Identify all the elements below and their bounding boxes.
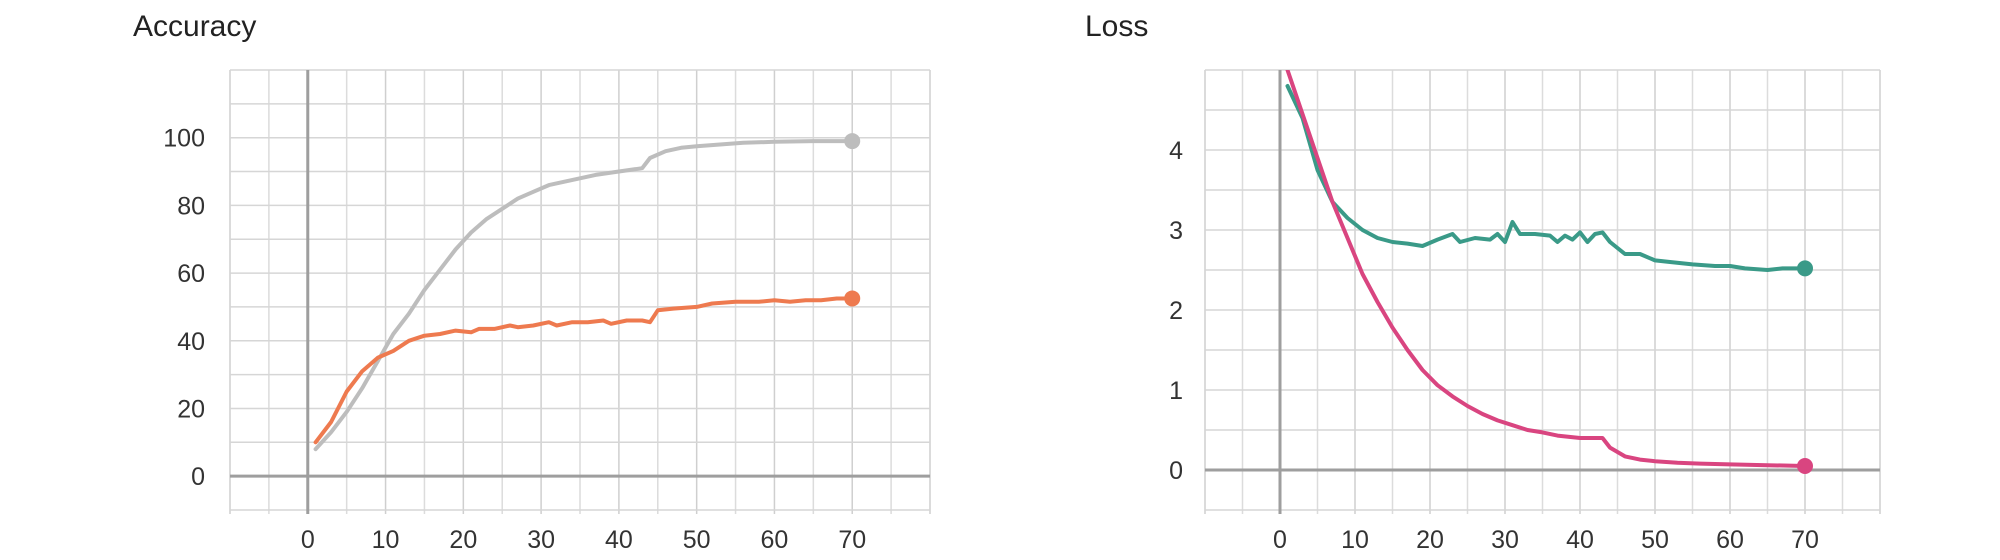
- accuracy-x-tick-label: 50: [683, 526, 711, 554]
- loss-x-tick-label: 50: [1641, 526, 1669, 554]
- accuracy-y-tick-label: 20: [177, 395, 205, 423]
- accuracy-x-tick-label: 0: [301, 526, 315, 554]
- loss-x-tick-label: 20: [1416, 526, 1444, 554]
- accuracy-title: Accuracy: [133, 10, 256, 43]
- accuracy-y-tick-label: 40: [177, 328, 205, 356]
- loss-x-tick-label: 60: [1716, 526, 1744, 554]
- loss-title: Loss: [1085, 10, 1148, 43]
- accuracy-x-tick-label: 40: [605, 526, 633, 554]
- accuracy-x-tick-label: 30: [527, 526, 555, 554]
- accuracy-x-tick-label: 10: [372, 526, 400, 554]
- accuracy-y-tick-label: 80: [177, 192, 205, 220]
- accuracy-series-2-line: [313, 296, 855, 445]
- loss-y-tick-label: 0: [1169, 457, 1183, 485]
- loss-series-1-line: [1285, 84, 1807, 272]
- loss-y-tick-label: 2: [1169, 297, 1183, 325]
- accuracy-y-tick-label: 0: [191, 463, 205, 491]
- loss-y-tick-label: 1: [1169, 377, 1183, 405]
- accuracy-x-tick-label: 70: [838, 526, 866, 554]
- accuracy-series-2-end-point: [844, 290, 861, 307]
- loss-x-tick-label: 40: [1566, 526, 1594, 554]
- accuracy-x-tick-label: 20: [449, 526, 477, 554]
- loss-x-tick-label: 10: [1341, 526, 1369, 554]
- loss-x-tick-label: 70: [1791, 526, 1819, 554]
- accuracy-x-tick-label: 60: [761, 526, 789, 554]
- accuracy-series-1-end-point: [844, 133, 861, 150]
- loss-x-tick-label: 30: [1491, 526, 1519, 554]
- accuracy-chart: Accuracy 0 10 20 30 40 50 60 70 0 20 40 60 80 100: [133, 10, 931, 554]
- loss-series-2-end-point: [1797, 458, 1813, 474]
- loss-series-1-end-point: [1797, 260, 1813, 277]
- loss-y-tick-label: 3: [1169, 217, 1183, 245]
- loss-x-tick-label: 0: [1273, 526, 1287, 554]
- accuracy-series-1-line: [313, 139, 855, 452]
- accuracy-y-tick-label: 60: [177, 260, 205, 288]
- loss-y-tick-label: 4: [1169, 137, 1183, 165]
- loss-chart: Loss 0 10 20 30 40 50 60 70 0 1 2 3 4: [1085, 10, 1881, 554]
- loss-series-2-line: [1285, 70, 1807, 468]
- accuracy-y-tick-label: 100: [163, 125, 205, 153]
